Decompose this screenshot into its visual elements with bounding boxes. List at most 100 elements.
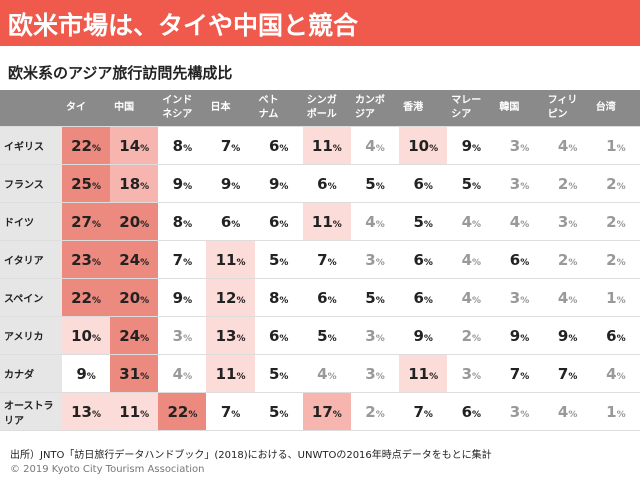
cell: 5% (254, 392, 303, 431)
cell: 2% (543, 164, 592, 203)
column-header: 中国 (110, 90, 159, 127)
cell-value: 4 (557, 288, 569, 307)
cell: 5% (302, 316, 351, 355)
share-table: タイ 中国 インド ネシア 日本 ベト ナム シンガ ポール カンボ ジア 香港 マレー シア韓… (0, 90, 640, 431)
cell-unit: % (279, 143, 289, 154)
cell: 20% (110, 202, 159, 241)
cell-value: 6 (268, 136, 280, 155)
cell-unit: % (92, 295, 102, 306)
cell: 1% (591, 278, 640, 317)
cell: 9% (543, 316, 592, 355)
cell-unit: % (616, 257, 626, 268)
cell: 5% (399, 202, 448, 241)
cell: 2% (447, 316, 496, 355)
cell-value: 13 (71, 402, 92, 421)
cell-value: 5 (413, 212, 424, 231)
cell-unit: % (520, 257, 530, 268)
cell: 5% (254, 354, 303, 393)
cell: 11% (206, 240, 255, 279)
cell: 4% (447, 202, 496, 241)
cell: 3% (495, 392, 544, 431)
cell-value: 11 (311, 136, 333, 155)
cell-value: 20 (119, 288, 141, 307)
row-label: イギリス (0, 126, 62, 165)
cell-unit: % (140, 409, 150, 420)
cell-unit: % (140, 143, 150, 154)
row-label: ドイツ (0, 202, 62, 241)
cell-unit: % (327, 333, 337, 344)
cell: 18% (110, 164, 159, 203)
cell: 7% (206, 126, 255, 165)
cell-value: 9 (509, 326, 521, 345)
cell-unit: % (472, 219, 482, 230)
cell-unit: % (92, 219, 102, 230)
cell-value: 13 (215, 326, 237, 345)
cell-value: 4 (172, 364, 184, 383)
table-row: フランス 25% 18% 9% 9% 9% 6% 5% 6% 5% 3% 2% 2% (0, 164, 640, 203)
cell: 4% (350, 202, 400, 241)
corner (0, 90, 62, 127)
cell-unit: % (140, 333, 150, 344)
cell-value: 4 (461, 288, 473, 307)
cell-value: 7 (509, 364, 521, 383)
cell-unit: % (140, 371, 150, 382)
source-note: 出所）JNTO「訪日旅行データハンドブック」(2018)における、UNWTOの2… (10, 450, 492, 461)
cell-unit: % (616, 181, 626, 192)
cell-unit: % (616, 409, 626, 420)
cell-unit: % (86, 371, 96, 382)
cell: 6% (206, 202, 255, 241)
cell-unit: % (332, 219, 342, 230)
cell-value: 31 (119, 364, 141, 383)
cell-value: 9 (220, 174, 232, 193)
cell: 5% (447, 164, 496, 203)
column-header: 日本 (206, 90, 255, 127)
cell-unit: % (568, 219, 578, 230)
cell-value: 3 (365, 364, 376, 383)
table-body: イギリス 22% 14% 8% 7% 6% 11% 4% 10% 9% 3% 4% 1% フランス 25% 1… (0, 126, 640, 431)
cell-value: 9 (172, 174, 184, 193)
title-bar: 欧米市場は、タイや中国と競合 (0, 0, 640, 46)
cell-unit: % (423, 409, 433, 420)
cell: 9% (495, 316, 544, 355)
cell-value: 2 (606, 174, 617, 193)
cell: 9% (399, 316, 448, 355)
column-header: ベト ナム (254, 90, 303, 127)
cell-value: 17 (311, 402, 333, 421)
cell-unit: % (279, 371, 289, 382)
cell-unit: % (375, 181, 385, 192)
cell-value: 9 (461, 136, 473, 155)
cell-unit: % (472, 333, 482, 344)
cell: 2% (543, 240, 592, 279)
cell-value: 6 (317, 174, 328, 193)
cell: 13% (206, 316, 255, 355)
cell: 4% (158, 354, 207, 393)
cell-unit: % (140, 219, 150, 230)
cell: 27% (62, 202, 111, 241)
cell-value: 5 (268, 364, 280, 383)
cell: 6% (254, 202, 303, 241)
cell-value: 4 (557, 136, 569, 155)
cell-value: 6 (220, 212, 232, 231)
cell-unit: % (375, 143, 385, 154)
cell-unit: % (92, 333, 102, 344)
cell-unit: % (568, 409, 578, 420)
cell-unit: % (520, 219, 530, 230)
cell: 3% (158, 316, 207, 355)
cell-unit: % (327, 371, 337, 382)
cell-unit: % (568, 333, 578, 344)
cell-unit: % (279, 333, 289, 344)
cell-unit: % (616, 333, 626, 344)
cell-unit: % (472, 409, 482, 420)
column-header: 台湾 (591, 90, 640, 127)
cell-unit: % (616, 219, 626, 230)
cell-unit: % (520, 409, 530, 420)
cell-value: 4 (317, 364, 328, 383)
cell: 24% (110, 240, 159, 279)
row-label: オーストラリア (0, 392, 62, 431)
cell: 11% (399, 354, 448, 393)
cell: 3% (495, 278, 544, 317)
cell-value: 2 (461, 326, 473, 345)
cell: 7% (206, 392, 255, 431)
cell-value: 6 (413, 288, 424, 307)
row-label: カナダ (0, 354, 62, 393)
